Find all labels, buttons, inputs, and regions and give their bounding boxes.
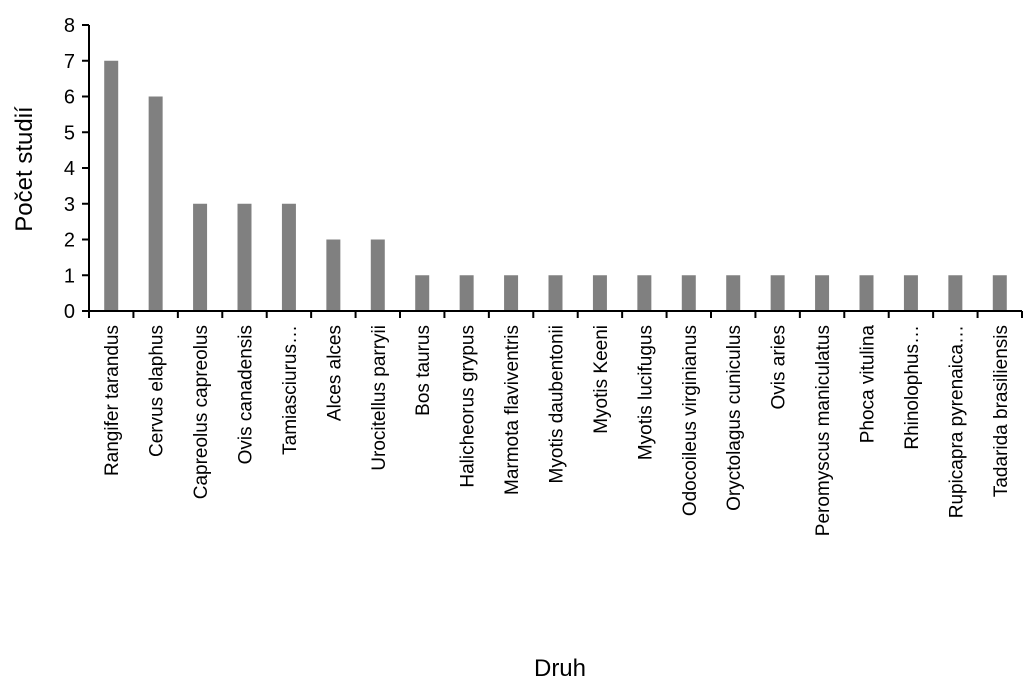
x-tick-label: Ovis canadensis (236, 325, 257, 464)
y-tick-label: 1 (64, 265, 75, 287)
bar (370, 239, 385, 311)
y-tick-label: 5 (64, 122, 75, 144)
x-axis: Rangifer tarandus Cervus elaphus Capreolus… (88, 310, 1023, 536)
x-tick-label: Tadarida brasiliensis (991, 325, 1012, 497)
x-tick-label: Halicheorus grypus (458, 325, 479, 488)
y-tick-label: 4 (64, 158, 75, 180)
bar (948, 275, 963, 311)
y-axis-title: Počet studií (11, 106, 38, 232)
bar (903, 275, 918, 311)
bar (681, 275, 696, 311)
bar (637, 275, 652, 311)
bar (815, 275, 830, 311)
bar (859, 275, 874, 311)
x-tick-label: Rhinolophus… (902, 325, 923, 450)
x-tick-label: Myotis Keeni (591, 325, 612, 434)
y-tick-label: 7 (64, 51, 75, 73)
x-tick-label: Myotis daubentonii (547, 325, 568, 483)
bar (504, 275, 519, 311)
x-tick-label: Capreolus capreolus (191, 325, 212, 499)
x-tick-label: Myotis lucifugus (635, 325, 656, 460)
bar (148, 96, 163, 311)
y-tick-label: 6 (64, 87, 75, 109)
x-tick-label: Rupicapra pyrenaica… (946, 325, 967, 518)
bar (237, 203, 252, 311)
bar (326, 239, 341, 311)
x-tick-label: Alces alces (324, 325, 345, 421)
y-tick-label: 2 (64, 230, 75, 252)
x-tick-label: Tamiasciurus… (280, 325, 301, 455)
y-tick-label: 0 (64, 301, 75, 323)
y-tick-label: 8 (64, 15, 75, 37)
bar (415, 275, 430, 311)
x-axis-title: Druh (534, 655, 586, 682)
x-tick-label: Bos taurus (413, 325, 434, 416)
x-tick-label: Ovis aries (769, 325, 790, 409)
bar (770, 275, 785, 311)
x-tick-label: Rangifer tarandus (102, 325, 123, 476)
bar (104, 60, 119, 311)
x-tick-label: Cervus elaphus (147, 325, 168, 457)
bar (281, 203, 296, 311)
x-tick-label: Urocitellus parryii (369, 325, 390, 471)
x-tick-label: Odocoileus virginianus (680, 325, 701, 516)
y-tick-label: 3 (64, 194, 75, 216)
bar (193, 203, 208, 311)
y-axis: 0 1 2 3 4 5 6 7 8 (64, 15, 90, 323)
bar (992, 275, 1007, 311)
bars (104, 60, 1007, 311)
bar (592, 275, 607, 311)
x-tick-label: Oryctolagus cuniculus (724, 325, 745, 511)
x-tick-label: Phoca vitulina (858, 325, 879, 444)
bar (459, 275, 474, 311)
x-tick-label: Peromyscus maniculatus (813, 325, 834, 536)
x-tick-label: Marmota flaviventris (502, 325, 523, 495)
bar (726, 275, 741, 311)
bar (548, 275, 563, 311)
